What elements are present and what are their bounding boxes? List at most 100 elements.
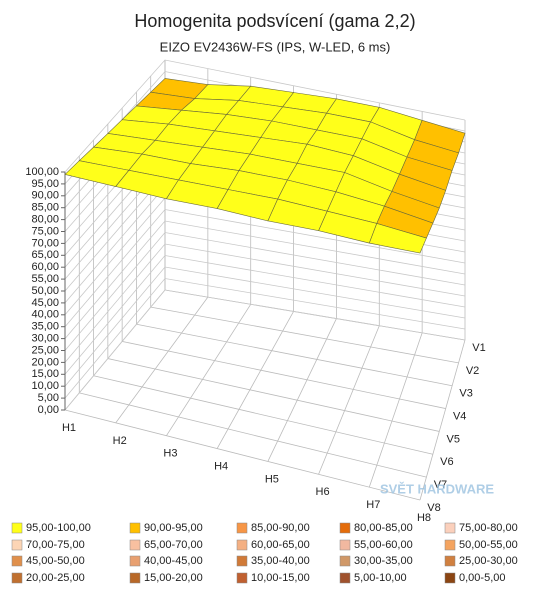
z-tick-label: 100,00 bbox=[25, 166, 59, 178]
z-tick-label: 55,00 bbox=[31, 273, 59, 285]
legend-label: 45,00-50,00 bbox=[26, 555, 85, 567]
floor-line bbox=[368, 332, 423, 488]
floor-line bbox=[136, 323, 453, 387]
z-tick-label: 60,00 bbox=[31, 261, 59, 273]
grid-line bbox=[64, 209, 466, 327]
legend-swatch bbox=[444, 522, 456, 534]
legend-swatch bbox=[11, 539, 23, 551]
legend-label: 90,00-95,00 bbox=[144, 522, 203, 534]
legend-label: 35,00-40,00 bbox=[251, 555, 310, 567]
z-tick-label: 30,00 bbox=[31, 333, 59, 345]
z-tick-label: 15,00 bbox=[31, 368, 59, 380]
grid-line bbox=[64, 255, 466, 375]
z-tick-label: 20,00 bbox=[31, 356, 59, 368]
x-tick-label: H4 bbox=[214, 460, 228, 472]
floor-line bbox=[79, 392, 427, 478]
z-tick-label: 75,00 bbox=[31, 225, 59, 237]
grid-line bbox=[64, 220, 466, 339]
x-tick-label: H7 bbox=[366, 499, 380, 511]
legend-label: 20,00-25,00 bbox=[26, 572, 85, 584]
z-tick-label: 25,00 bbox=[31, 344, 59, 356]
z-tick-label: 95,00 bbox=[31, 178, 59, 190]
legend-label: 15,00-20,00 bbox=[144, 572, 203, 584]
z-tick-label: 35,00 bbox=[31, 321, 59, 333]
floor-line bbox=[267, 318, 337, 462]
legend-swatch bbox=[11, 522, 23, 534]
legend-label: 0,00-5,00 bbox=[459, 572, 505, 584]
legend-swatch bbox=[444, 539, 456, 551]
floor-line bbox=[419, 339, 466, 501]
legend-label: 85,00-90,00 bbox=[251, 522, 310, 534]
floor-line bbox=[318, 325, 380, 475]
legend-label: 80,00-85,00 bbox=[354, 522, 413, 534]
z-tick-label: 45,00 bbox=[31, 297, 59, 309]
z-tick-label: 85,00 bbox=[31, 202, 59, 214]
watermark: SVĚT HARDWARE bbox=[380, 481, 494, 496]
z-tick-label: 0,00 bbox=[38, 404, 59, 416]
legend-swatch bbox=[236, 572, 248, 584]
y-tick-label: V8 bbox=[427, 502, 440, 514]
floor-line bbox=[150, 306, 459, 364]
z-tick-label: 5,00 bbox=[38, 392, 59, 404]
y-tick-label: V1 bbox=[472, 342, 485, 354]
legend-label: 30,00-35,00 bbox=[354, 555, 413, 567]
z-tick-label: 65,00 bbox=[31, 249, 59, 261]
legend-label: 50,00-55,00 bbox=[459, 539, 518, 551]
floor-line bbox=[115, 296, 209, 424]
grid-line bbox=[64, 243, 466, 363]
grid-line bbox=[64, 278, 466, 399]
x-tick-label: H3 bbox=[163, 448, 177, 460]
grid-line bbox=[64, 59, 466, 173]
legend-swatch bbox=[11, 572, 23, 584]
legend-swatch bbox=[339, 555, 351, 567]
chart-title: Homogenita podsvícení (gama 2,2) bbox=[134, 11, 415, 31]
z-tick-label: 40,00 bbox=[31, 309, 59, 321]
y-tick-label: V7 bbox=[434, 479, 447, 491]
y-tick-label: V3 bbox=[459, 388, 472, 400]
floor-line bbox=[107, 358, 440, 432]
legend-swatch bbox=[129, 555, 141, 567]
floor-line bbox=[93, 375, 433, 455]
y-tick-label: V6 bbox=[440, 456, 453, 468]
legend-label: 70,00-75,00 bbox=[26, 539, 85, 551]
legend-label: 5,00-10,00 bbox=[354, 572, 407, 584]
y-tick-label: V5 bbox=[447, 433, 460, 445]
x-tick-label: H2 bbox=[113, 435, 127, 447]
floor-line bbox=[216, 311, 294, 449]
grid-line bbox=[64, 289, 466, 411]
z-tick-label: 10,00 bbox=[31, 380, 59, 392]
legend-swatch bbox=[236, 522, 248, 534]
legend-swatch bbox=[339, 572, 351, 584]
y-tick-label: V4 bbox=[453, 410, 466, 422]
surface-cell bbox=[368, 223, 427, 254]
z-tick-label: 80,00 bbox=[31, 214, 59, 226]
legend-swatch bbox=[236, 539, 248, 551]
legend-swatch bbox=[236, 555, 248, 567]
legend-swatch bbox=[444, 555, 456, 567]
legend-label: 25,00-30,00 bbox=[459, 555, 518, 567]
floor-line bbox=[64, 409, 421, 501]
legend-label: 95,00-100,00 bbox=[26, 522, 91, 534]
grid-line bbox=[64, 232, 466, 351]
legend-label: 10,00-15,00 bbox=[251, 572, 310, 584]
z-tick-label: 90,00 bbox=[31, 190, 59, 202]
z-tick-label: 70,00 bbox=[31, 237, 59, 249]
legend-swatch bbox=[129, 539, 141, 551]
legend-swatch bbox=[339, 539, 351, 551]
legend-swatch bbox=[339, 522, 351, 534]
x-tick-label: H8 bbox=[417, 512, 431, 524]
z-tick-label: 50,00 bbox=[31, 285, 59, 297]
chart-subtitle: EIZO EV2436W-FS (IPS, W-LED, 6 ms) bbox=[160, 39, 391, 54]
floor-line bbox=[122, 341, 446, 409]
legend-label: 75,00-80,00 bbox=[459, 522, 518, 534]
grid-line bbox=[64, 266, 466, 387]
legend-label: 60,00-65,00 bbox=[251, 539, 310, 551]
legend-swatch bbox=[11, 555, 23, 567]
legend-swatch bbox=[129, 572, 141, 584]
legend-label: 65,00-70,00 bbox=[144, 539, 203, 551]
x-tick-label: H1 bbox=[62, 422, 76, 434]
floor-line bbox=[166, 304, 252, 436]
x-tick-label: H5 bbox=[265, 473, 279, 485]
y-tick-label: V2 bbox=[466, 365, 479, 377]
legend-swatch bbox=[129, 522, 141, 534]
